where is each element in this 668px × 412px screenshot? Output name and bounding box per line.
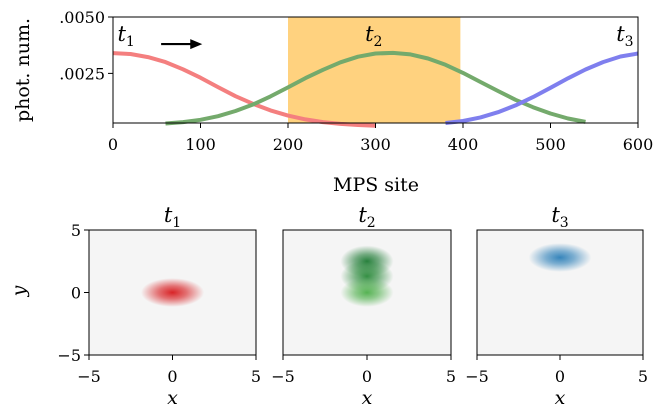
y-tick-label: 5	[71, 221, 81, 240]
heatmap-panel-1: t1 −5 0 5 x 5 0 −5	[57, 203, 261, 409]
direction-arrow-head	[190, 39, 203, 50]
x-tick-label: 0	[362, 367, 372, 386]
highlight-band	[288, 17, 461, 123]
x-tick-label: 100	[185, 135, 216, 154]
heatmap-panel-3: t3 −5 0 5 x	[465, 203, 648, 409]
x-tick-label: 0	[167, 367, 177, 386]
heatmap-title: t1	[164, 203, 181, 231]
y-ticks: .0050 .0025	[59, 8, 113, 83]
heatmap-title: t3	[551, 203, 568, 231]
x-tick-label: 300	[360, 135, 391, 154]
x-axis-label: MPS site	[333, 174, 419, 196]
x-axis-label: x	[362, 387, 373, 409]
heatmap-y-axis-label: y	[8, 285, 30, 297]
time-label-3: t3	[616, 22, 633, 50]
heatmap-panels: t1 −5 0 5 x 5 0 −5 t2 −5 0 5 x t3 −5 0 5 x	[57, 203, 648, 409]
heatmap-title: t2	[358, 203, 375, 231]
heatmap-blob	[528, 243, 592, 272]
top-line-chart: t1 t2 t3 0 100 200 300 400 500 600 .0050.0025 MP…	[12, 8, 653, 196]
x-tick-label: −5	[77, 367, 101, 386]
x-tick-label: 200	[273, 135, 304, 154]
x-tick-label: 400	[448, 135, 479, 154]
x-tick-label: 5	[251, 367, 261, 386]
x-ticks: 0 100 200 300 400 500 600	[108, 123, 653, 154]
x-tick-label: 600	[623, 135, 654, 154]
y-axis-label: phot. num.	[12, 18, 34, 122]
y-tick-label: −5	[57, 346, 81, 365]
heatmap-panel-2: t2 −5 0 5 x	[271, 203, 456, 409]
x-tick-label: 5	[446, 367, 456, 386]
series-line-2	[165, 50, 586, 126]
x-tick-label: 5	[638, 367, 648, 386]
y-tick-label: .0050	[59, 8, 105, 27]
heatmap-blob	[340, 278, 394, 307]
x-axis-label: x	[555, 387, 566, 409]
time-label-1: t1	[117, 22, 134, 50]
y-tick-label: 0	[71, 284, 81, 303]
series-line-3	[445, 51, 639, 125]
x-axis-label: x	[167, 387, 178, 409]
y-tick-label: .0025	[59, 64, 105, 83]
x-tick-label: 0	[555, 367, 565, 386]
x-tick-label: −5	[465, 367, 489, 386]
x-tick-label: 0	[108, 135, 118, 154]
x-tick-label: −5	[271, 367, 295, 386]
x-tick-label: 500	[535, 135, 566, 154]
heatmap-blob	[140, 278, 205, 307]
